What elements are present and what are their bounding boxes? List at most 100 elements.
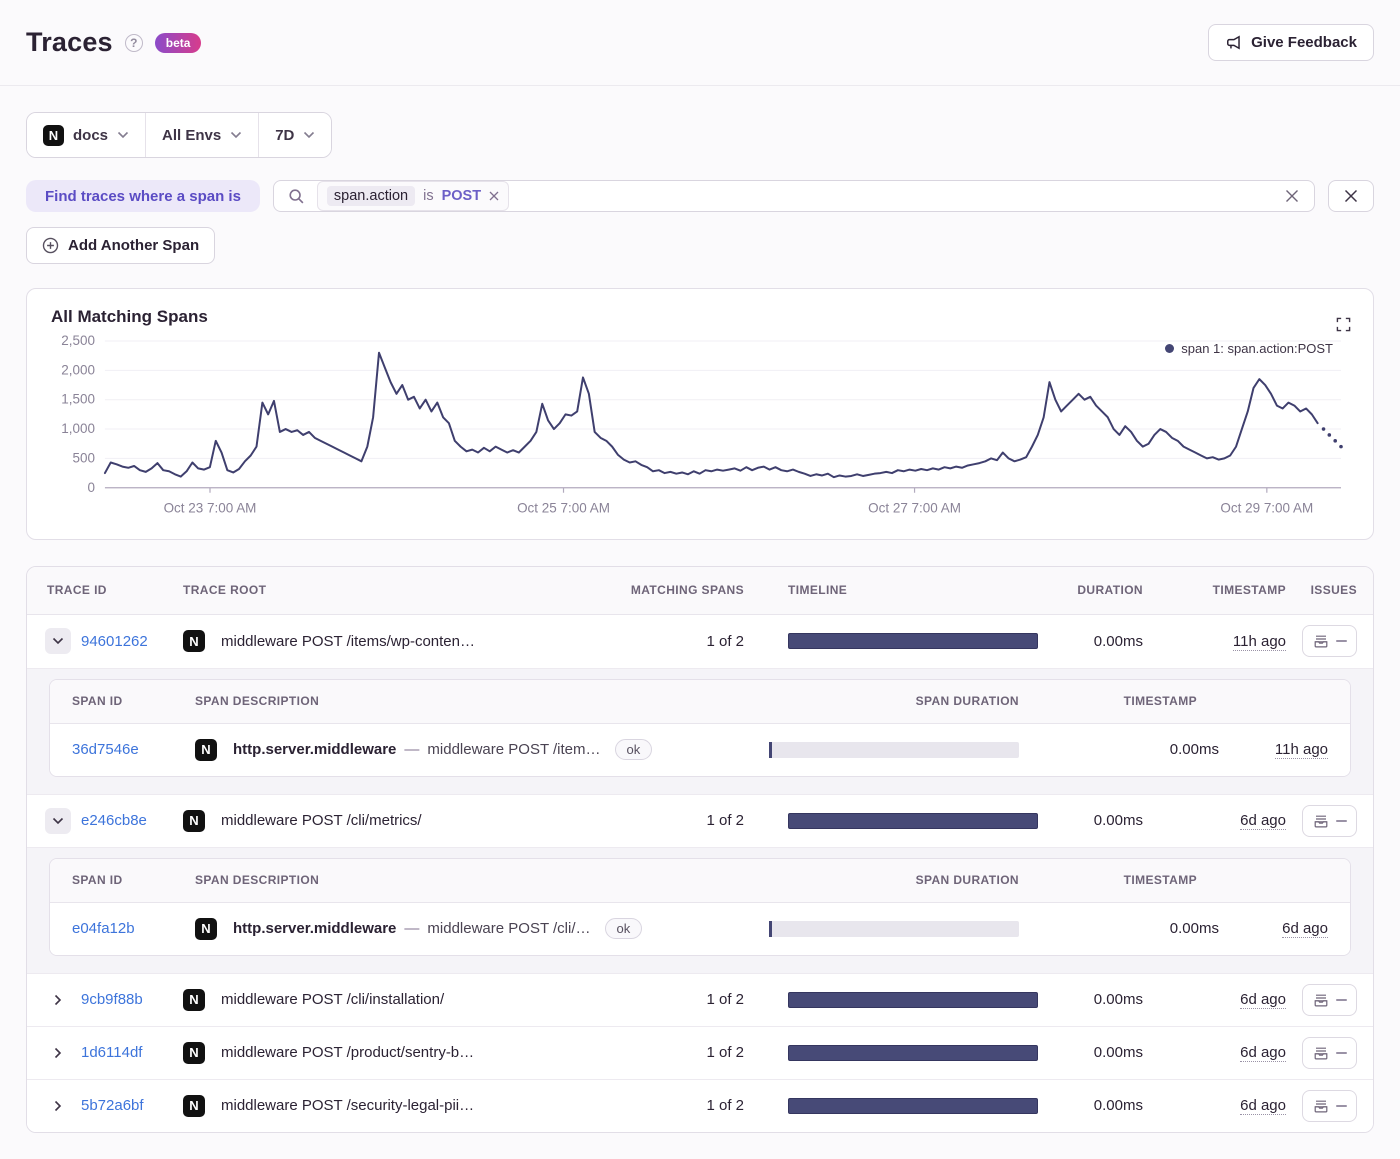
expand-chart-icon[interactable] xyxy=(1336,317,1351,332)
issues-button[interactable] xyxy=(1302,1036,1357,1069)
traces-table-header: TRACE ID TRACE ROOT MATCHING SPANS TIMELINE… xyxy=(27,566,1373,615)
timestamp-value[interactable]: 11h ago xyxy=(1274,741,1328,760)
trace-id-link[interactable]: e246cb8e xyxy=(81,812,147,830)
sub-column-header-span-description: SPAN DESCRIPTION xyxy=(195,873,320,888)
span-timeline-bar[interactable] xyxy=(769,920,1019,937)
nextjs-project-icon: N xyxy=(195,917,217,940)
column-header-issues[interactable]: ISSUES xyxy=(1310,583,1357,598)
nextjs-project-icon: N xyxy=(183,1041,205,1064)
timeline-bar[interactable] xyxy=(788,991,1038,1008)
expand-row-button[interactable] xyxy=(45,1093,71,1119)
spans-sub-table-header: SPAN ID SPAN DESCRIPTION SPAN DURATION TIME… xyxy=(50,679,1350,724)
token-remove-icon[interactable] xyxy=(489,191,499,201)
timestamp-cell: 6d ago xyxy=(1143,991,1286,1010)
span-duration-cell: 0.00ms xyxy=(1169,741,1219,759)
trace-root-label: middleware POST /product/sentry-b… xyxy=(221,1044,475,1062)
column-header-duration[interactable]: DURATION xyxy=(1077,583,1143,598)
add-another-span-button[interactable]: Add Another Span xyxy=(26,227,216,264)
timestamp-cell: 6d ago xyxy=(1143,812,1286,831)
column-header-timeline[interactable]: TIMELINE xyxy=(788,583,848,598)
timestamp-value[interactable]: 6d ago xyxy=(1240,991,1286,1010)
column-header-trace-root[interactable]: TRACE ROOT xyxy=(183,583,267,598)
timeline-cell xyxy=(748,633,1038,650)
project-filter[interactable]: N docs xyxy=(27,113,146,157)
give-feedback-label: Give Feedback xyxy=(1251,34,1357,51)
timeline-bar[interactable] xyxy=(788,812,1038,829)
issues-cell xyxy=(1286,983,1373,1016)
page-filter-bar: N docs All Envs 7D xyxy=(26,112,333,158)
column-header-matching-spans[interactable]: MATCHING SPANS xyxy=(630,583,744,598)
span-id-link[interactable]: 36d7546e xyxy=(72,741,139,759)
add-another-span-label: Add Another Span xyxy=(68,237,200,254)
date-range-filter[interactable]: 7D xyxy=(258,113,332,157)
trace-id-link[interactable]: 94601262 xyxy=(81,632,148,650)
span-duration-cell: 0.00ms xyxy=(1169,920,1219,938)
timeline-bar[interactable] xyxy=(788,1097,1038,1114)
timestamp-value[interactable]: 6d ago xyxy=(1240,1097,1286,1116)
span-search-input[interactable]: span.action is POST xyxy=(272,180,1315,212)
timeline-bar[interactable] xyxy=(788,633,1038,650)
collapse-row-button[interactable] xyxy=(45,807,71,834)
timestamp-value[interactable]: 6d ago xyxy=(1240,1044,1286,1063)
token-value: POST xyxy=(441,188,482,204)
expand-row-button[interactable] xyxy=(45,987,71,1013)
nextjs-project-icon: N xyxy=(183,988,205,1011)
trace-id-link[interactable]: 9cb9f88b xyxy=(81,991,143,1009)
spans-sub-table: SPAN ID SPAN DESCRIPTION SPAN DURATION TIME… xyxy=(49,678,1351,777)
trace-root-label: middleware POST /cli/installation/ xyxy=(221,991,445,1009)
give-feedback-button[interactable]: Give Feedback xyxy=(1208,24,1374,61)
megaphone-icon xyxy=(1225,34,1242,51)
column-header-trace-id[interactable]: TRACE ID xyxy=(47,583,107,598)
span-id-link[interactable]: e04fa12b xyxy=(72,920,135,938)
column-header-timestamp[interactable]: TIMESTAMP xyxy=(1212,583,1286,598)
span-id-cell: e04fa12b xyxy=(50,920,195,937)
search-clear-icon[interactable] xyxy=(1284,188,1300,204)
issues-stack-icon xyxy=(1312,1097,1330,1115)
timeline-cell xyxy=(748,1044,1038,1061)
add-span-row: Add Another Span xyxy=(26,227,1374,264)
span-operation-label: http.server.middleware xyxy=(233,741,397,759)
no-issues-dash xyxy=(1336,1104,1347,1107)
timeline-cell xyxy=(748,1097,1038,1114)
remove-span-filter-button[interactable] xyxy=(1328,180,1374,212)
timestamp-value[interactable]: 11h ago xyxy=(1232,632,1286,651)
trace-id-link[interactable]: 5b72a6bf xyxy=(81,1097,144,1115)
token-key: span.action xyxy=(326,186,416,206)
issues-button[interactable] xyxy=(1302,983,1357,1016)
timeline-bar[interactable] xyxy=(788,1044,1038,1061)
issues-button[interactable] xyxy=(1302,1089,1357,1122)
timestamp-value[interactable]: 6d ago xyxy=(1240,812,1286,831)
trace-id-cell: 9cb9f88b xyxy=(27,987,177,1013)
environment-filter[interactable]: All Envs xyxy=(145,113,259,157)
issues-cell xyxy=(1286,625,1373,658)
issues-button[interactable] xyxy=(1302,804,1357,837)
issues-button[interactable] xyxy=(1302,625,1357,658)
collapse-row-button[interactable] xyxy=(45,628,71,655)
expand-row-button[interactable] xyxy=(45,1040,71,1066)
timestamp-value[interactable]: 6d ago xyxy=(1282,920,1328,939)
filter-token-span-action[interactable]: span.action is POST xyxy=(316,181,510,211)
chart-legend: span 1: span.action:POST xyxy=(1165,341,1333,356)
close-icon xyxy=(1343,188,1359,204)
span-operation-label: http.server.middleware xyxy=(233,920,397,938)
nextjs-project-icon: N xyxy=(183,809,205,832)
find-traces-label: Find traces where a span is xyxy=(26,180,260,212)
span-timeline-bar[interactable] xyxy=(769,741,1019,758)
span-status-badge: ok xyxy=(614,739,653,761)
svg-text:Oct 29 7:00 AM: Oct 29 7:00 AM xyxy=(1220,501,1313,516)
svg-text:1,000: 1,000 xyxy=(61,421,95,436)
trace-root-label: middleware POST /items/wp-conten… xyxy=(221,632,475,650)
help-icon[interactable]: ? xyxy=(124,33,143,52)
trace-root-label: middleware POST /security-legal-pii… xyxy=(221,1097,475,1115)
trace-id-link[interactable]: 1d6114df xyxy=(81,1044,143,1062)
